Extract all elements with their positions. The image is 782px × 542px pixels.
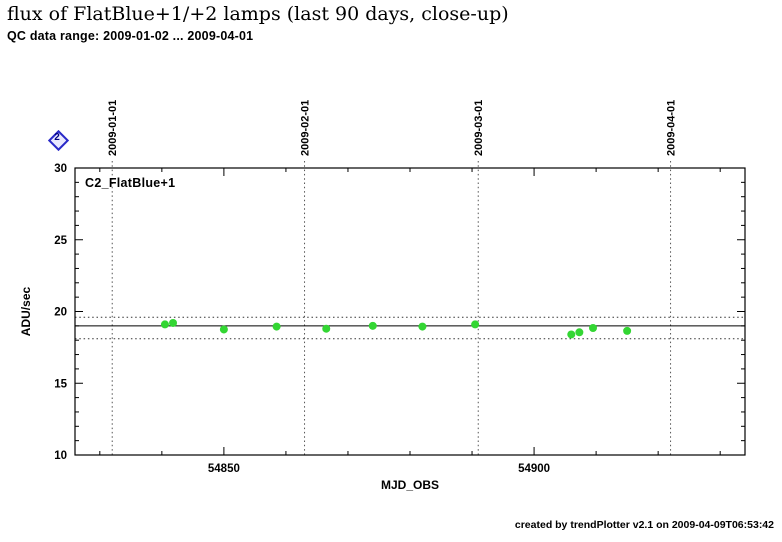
page-title: flux of FlatBlue+1/+2 lamps (last 90 day… (7, 3, 509, 25)
data-point (623, 326, 632, 335)
data-point (575, 328, 584, 337)
data-point (567, 330, 576, 339)
y-tick-label: 15 (54, 378, 67, 390)
y-tick-label: 25 (54, 235, 67, 247)
credit-line: created by trendPlotter v2.1 on 2009-04-… (514, 519, 774, 531)
x-axis-label: MJD_OBS (381, 478, 439, 492)
month-label: 2009-03-01 (473, 100, 485, 156)
data-point (471, 320, 480, 329)
month-label: 2009-04-01 (666, 100, 678, 156)
series-label: C2_FlatBlue+1 (85, 176, 176, 190)
month-label: 2009-02-01 (300, 100, 312, 156)
y-axis-label: ADU/sec (19, 287, 33, 337)
data-point (160, 320, 169, 329)
plot-border (74, 167, 746, 456)
data-point (219, 325, 228, 334)
y-tick-label: 30 (54, 163, 67, 175)
x-tick-label: 54900 (518, 463, 550, 475)
data-point (589, 324, 598, 333)
y-tick-label: 20 (54, 307, 67, 319)
qc-data-range: QC data range: 2009-01-02 ... 2009-04-01 (7, 29, 254, 43)
x-tick-label: 54850 (208, 463, 240, 475)
flag-badge: 2 (46, 128, 70, 152)
data-point (169, 318, 178, 327)
data-point (272, 322, 281, 331)
data-point (368, 321, 377, 330)
month-label: 2009-01-01 (107, 100, 119, 156)
data-point (418, 322, 427, 331)
flag-count: 2 (54, 132, 60, 143)
y-tick-label: 10 (54, 450, 67, 462)
data-point (322, 324, 331, 333)
